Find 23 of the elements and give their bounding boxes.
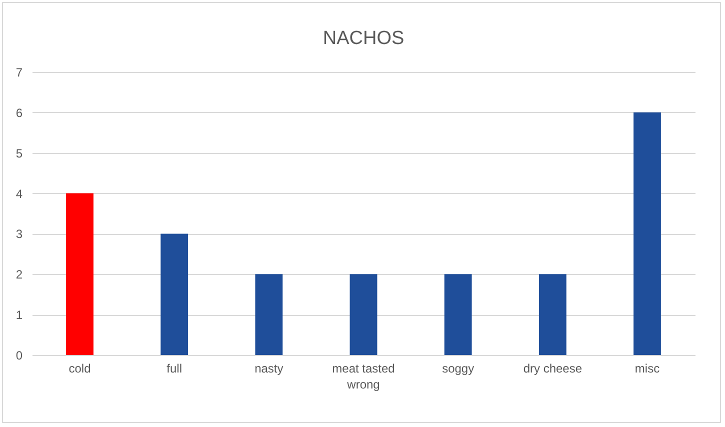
bar <box>160 234 188 355</box>
bar <box>255 274 283 355</box>
y-tick-label: 2 <box>16 268 23 282</box>
y-tick-label: 5 <box>16 146 23 160</box>
bar <box>538 274 566 355</box>
bar <box>66 193 94 355</box>
bar <box>634 112 661 355</box>
y-tick-label: 7 <box>16 66 23 80</box>
x-tick-label: dry cheese <box>523 362 582 376</box>
x-tick-label: soggy <box>442 362 474 376</box>
bar <box>350 274 378 355</box>
x-tick-label: meat tasted wrong <box>332 362 395 392</box>
bar <box>444 274 472 355</box>
y-tick-label: 6 <box>16 106 23 120</box>
x-tick-label: cold <box>68 362 91 376</box>
x-tick-label: misc <box>634 362 660 376</box>
y-tick-label: 3 <box>16 227 23 242</box>
x-tick-label: nasty <box>254 362 284 376</box>
y-tick-label: 4 <box>16 186 23 201</box>
y-tick-label: 1 <box>16 308 23 322</box>
y-tick-label: 0 <box>16 348 23 362</box>
chart-title: NACHOS <box>322 28 404 49</box>
x-tick-label: full <box>166 362 182 376</box>
